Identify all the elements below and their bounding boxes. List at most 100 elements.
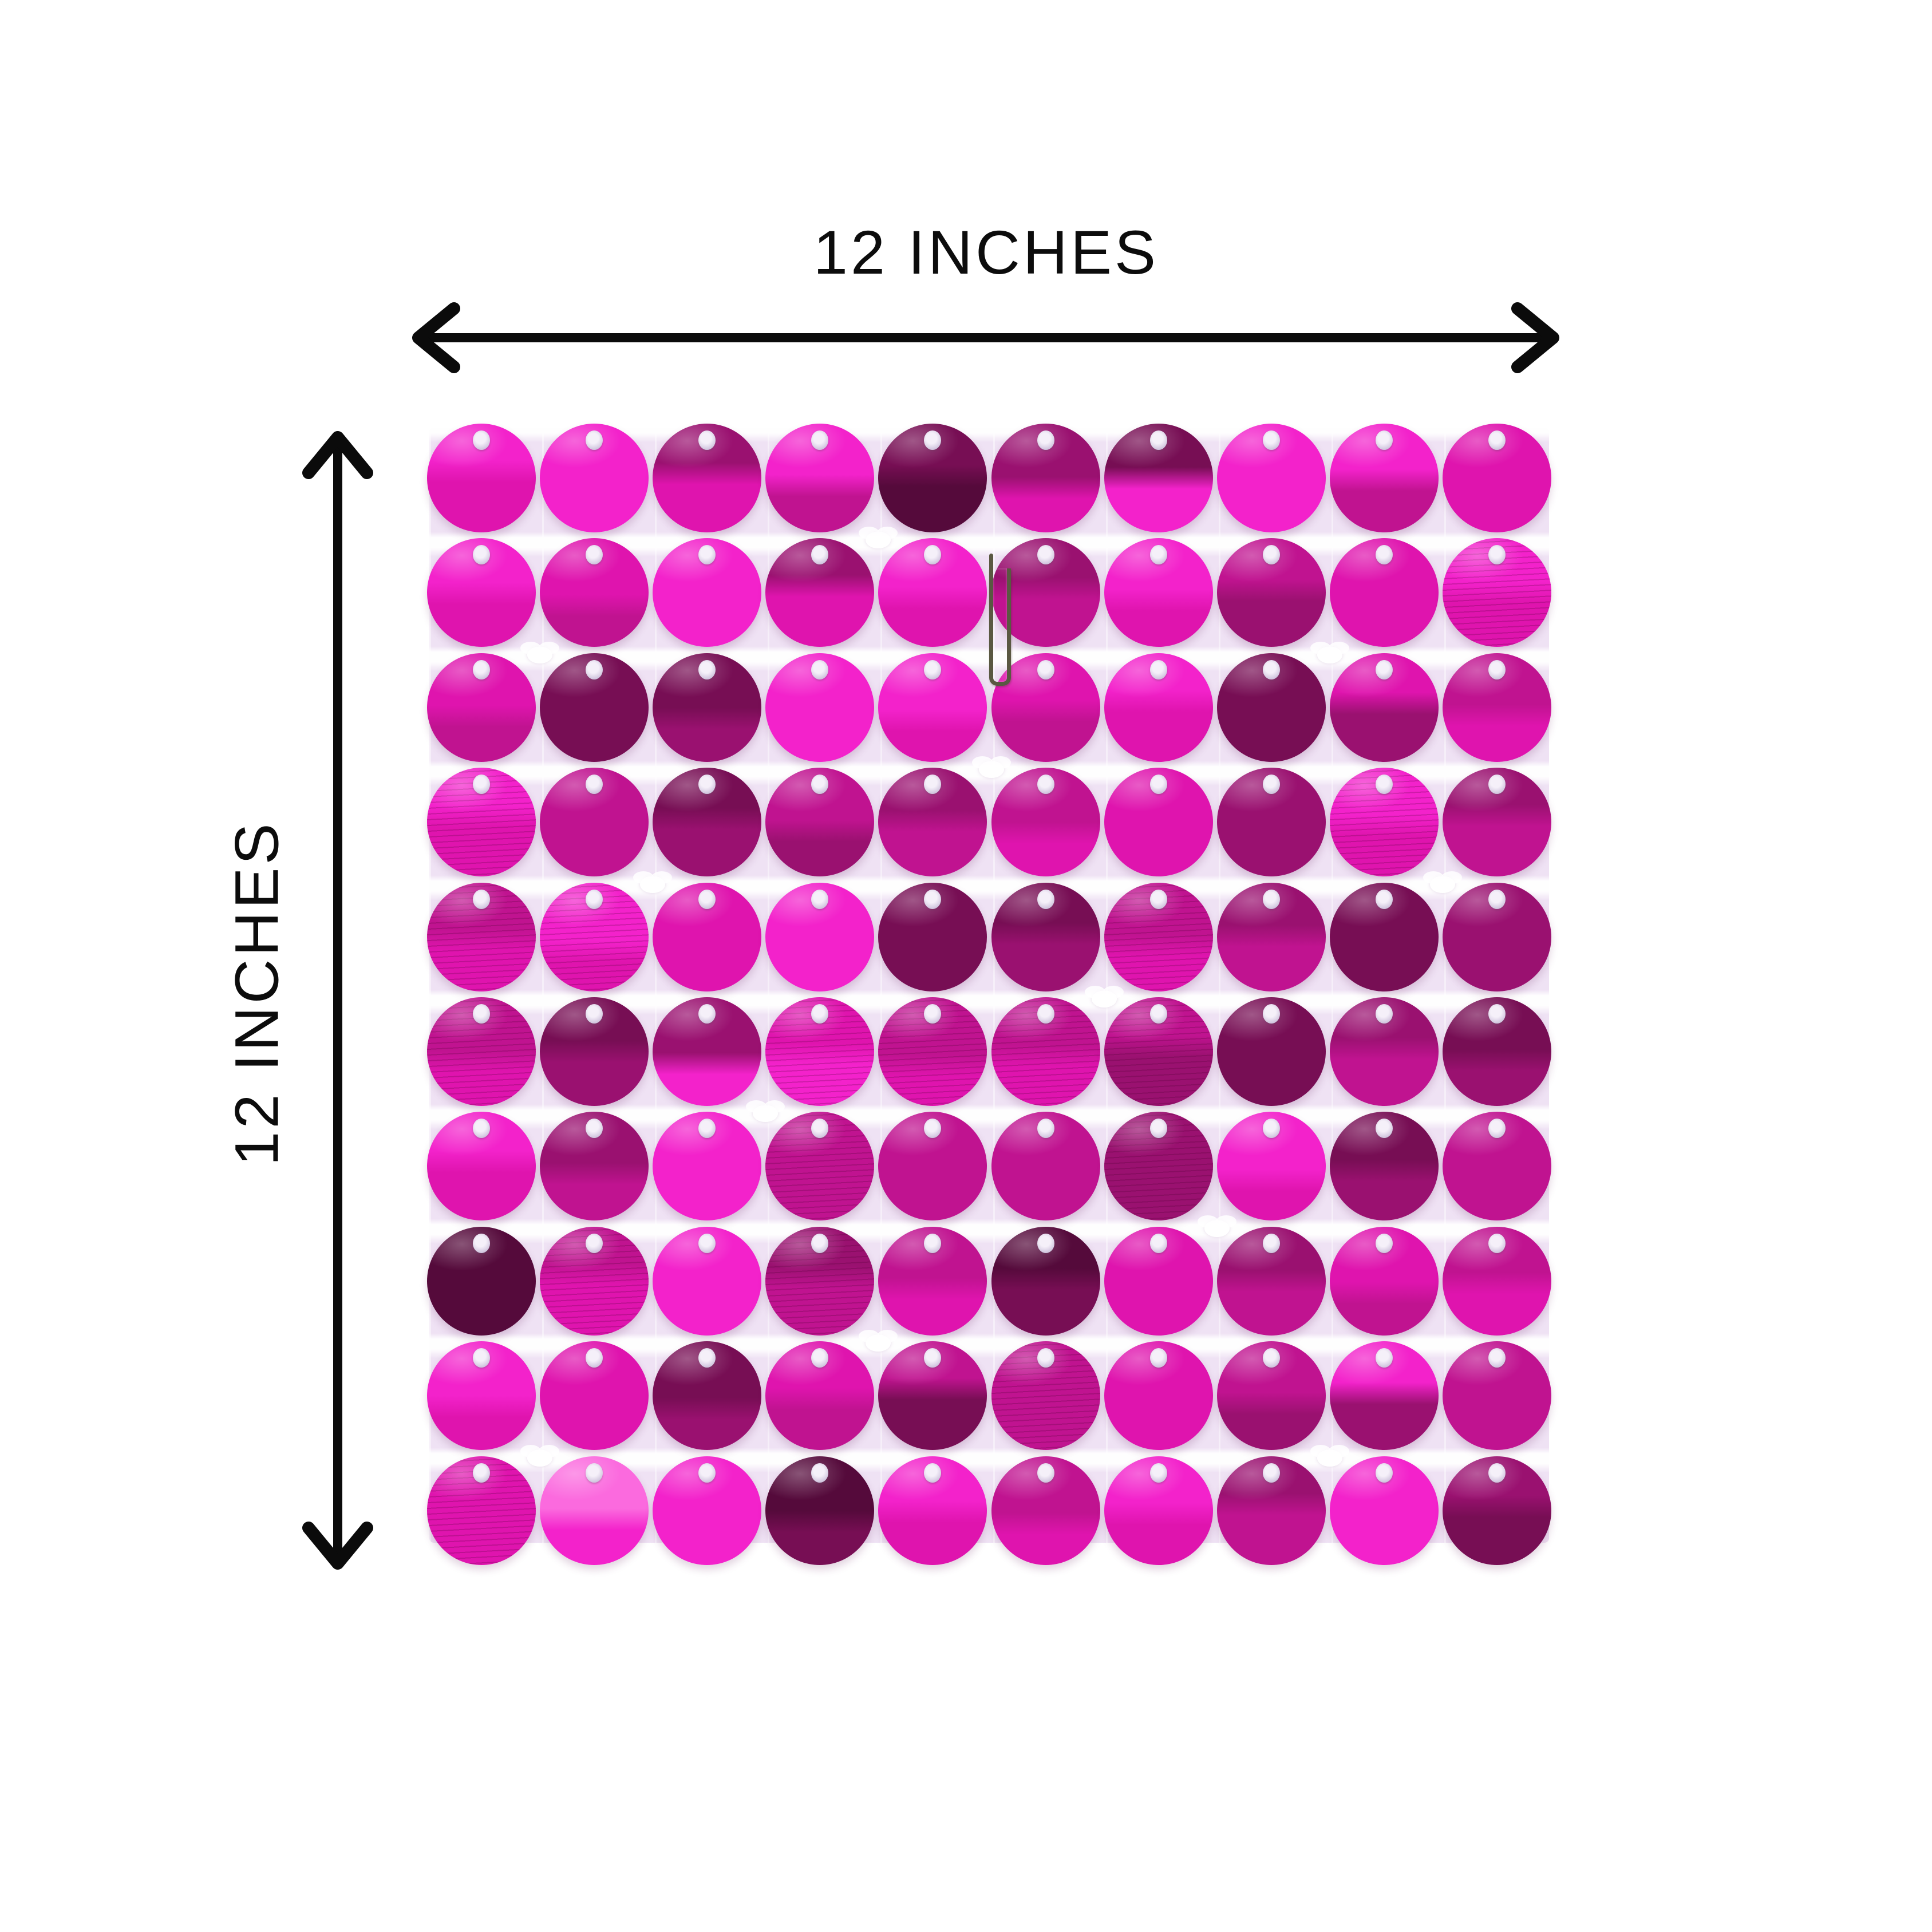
sequin-disc [539,997,649,1106]
sequin-rivet [1262,1119,1280,1139]
sequin-disc [1443,424,1552,532]
sequin-disc [765,424,875,532]
sequin-disc [1104,997,1213,1106]
sequin-disc [652,882,761,991]
sequin-disc [539,1456,649,1565]
sequin-rivet [698,1119,716,1139]
sequin-rivet [472,1233,490,1253]
sequin-rivet [924,1233,942,1253]
backing-clip [978,761,1004,779]
sequin-disc [991,997,1100,1106]
sequin-rivet [1376,889,1393,909]
sequin-disc [1330,882,1439,991]
sequin-rivet [1262,430,1280,450]
sequin-rivet [1376,1348,1393,1368]
sequin-rivet [698,659,716,679]
sequin-rivet [1149,430,1167,450]
sequin-rivet [585,1463,603,1483]
backing-clip [866,531,891,549]
sequin-disc [426,538,536,647]
sequin-rivet [472,545,490,565]
backing-clip [1317,646,1343,663]
sequin-disc [652,424,761,532]
sequin-disc [539,882,649,991]
sequin-rivet [1037,1119,1054,1139]
width-dimension-arrow [412,302,1559,373]
sequin-rivet [811,1463,829,1483]
sequin-disc [539,424,649,532]
sequin-disc [1330,1456,1439,1565]
sequin-disc [652,997,761,1106]
metal-hook-pin [989,554,1011,686]
backing-clip [527,646,552,663]
sequin-rivet [698,775,716,795]
sequin-rivet [811,545,829,565]
sequin-rivet [698,1348,716,1368]
sequin-disc [878,768,987,877]
sequin-rivet [1149,1463,1167,1483]
sequin-disc [1330,1341,1439,1451]
sequin-rivet [1376,1233,1393,1253]
width-dimension-label: 12 INCHES [813,218,1159,287]
sequin-disc [1216,997,1326,1106]
sequin-rivet [1037,775,1054,795]
sequin-rivet [1037,1233,1054,1253]
sequin-rivet [1488,1348,1506,1368]
sequin-rivet [924,1004,942,1024]
backing-clip [753,1105,779,1123]
sequin-rivet [1488,430,1506,450]
sequin-rivet [585,1119,603,1139]
sequin-disc [878,882,987,991]
sequin-rivet [924,1348,942,1368]
sequin-rivet [1149,1004,1167,1024]
sequin-rivet [472,1119,490,1139]
sequin-disc [539,1341,649,1451]
sequin-disc [652,1112,761,1221]
sequin-disc [652,1341,761,1451]
sequin-rivet [585,430,603,450]
sequin-disc [765,653,875,762]
sequin-rivet [1037,545,1054,565]
sequin-disc [539,538,649,647]
sequin-disc [878,1341,987,1451]
sequin-disc [991,1456,1100,1565]
sequin-disc [1216,1112,1326,1221]
sequin-disc [991,1226,1100,1336]
sequin-rivet [924,775,942,795]
sequin-disc [539,1226,649,1336]
sequin-disc [1104,1456,1213,1565]
sequin-disc [1216,1226,1326,1336]
sequin-disc [426,653,536,762]
sequin-disc [1104,1341,1213,1451]
sequin-rivet [585,1233,603,1253]
sequin-rivet [1149,1348,1167,1368]
sequin-disc [765,1341,875,1451]
backing-clip [527,1449,552,1467]
sequin-rivet [472,659,490,679]
sequin-rivet [585,545,603,565]
sequin-rivet [1037,1463,1054,1483]
sequin-rivet [585,889,603,909]
sequin-disc [1443,1112,1552,1221]
sequin-rivet [472,1004,490,1024]
sequin-rivet [811,1348,829,1368]
sequin-rivet [1262,1004,1280,1024]
sequin-disc [1443,1341,1552,1451]
sequin-disc [1216,1341,1326,1451]
sequin-disc [991,768,1100,877]
sequin-rivet [1488,1119,1506,1139]
sequin-rivet [472,1348,490,1368]
sequin-rivet [1488,1233,1506,1253]
sequin-disc [878,424,987,532]
sequin-rivet [1262,775,1280,795]
sequin-disc [1104,538,1213,647]
sequin-disc [426,1112,536,1221]
sequin-disc [1330,997,1439,1106]
sequin-rivet [1488,545,1506,565]
sequin-disc [1443,1456,1552,1565]
sequin-disc [426,424,536,532]
backing-clip [1091,990,1117,1008]
backing-clip [1317,1449,1343,1467]
sequin-disc [426,882,536,991]
